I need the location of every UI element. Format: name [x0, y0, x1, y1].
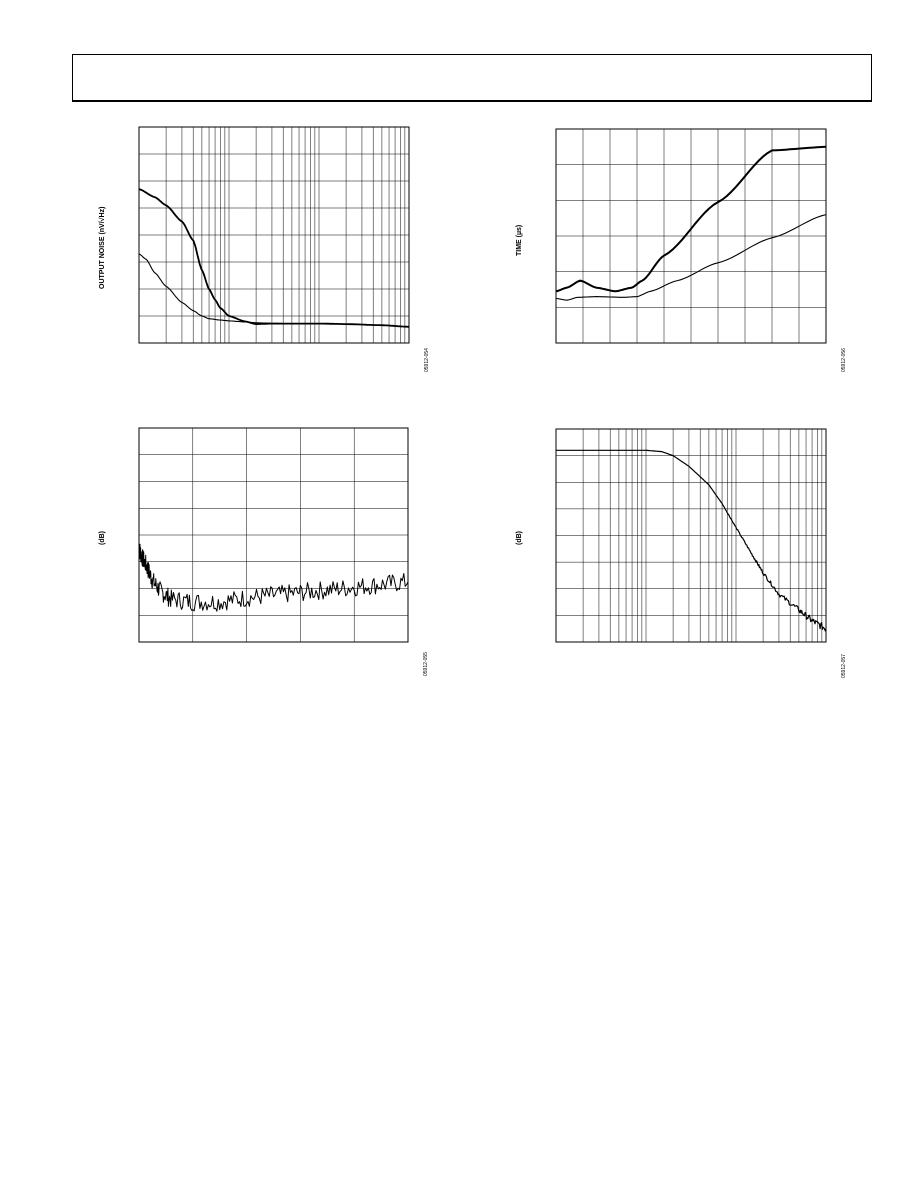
chart-2-y-axis-label: TIME (µs)	[516, 224, 523, 256]
chart-1-figure-code: 05912-054	[424, 348, 430, 372]
series-line-1	[138, 188, 410, 328]
chart-1-y-axis-label: OUTPUT NOISE (nV/√Hz)	[99, 206, 106, 289]
chart-2-figure-code: 05912-056	[841, 348, 847, 372]
plot-frame	[555, 128, 827, 344]
page-header-box	[72, 54, 872, 102]
plot-frame	[138, 126, 410, 344]
chart-4-plot	[555, 428, 827, 643]
chart-1-plot	[138, 126, 410, 344]
chart-3-y-axis-label: (dB)	[99, 531, 106, 545]
chart-4-y-axis-label: (dB)	[516, 531, 523, 545]
series-line-1	[556, 449, 827, 632]
chart-time	[555, 128, 827, 344]
chart-3-plot	[138, 427, 409, 643]
series-line-2	[138, 253, 410, 328]
series-line-2	[555, 214, 827, 301]
chart-4-figure-code: 05912-057	[841, 654, 847, 678]
chart-2-area	[555, 128, 827, 344]
plot-frame	[138, 427, 409, 643]
plot-frame	[555, 428, 827, 643]
chart-db-linear	[138, 427, 409, 643]
series-line-1	[138, 543, 409, 612]
chart-3-area	[138, 427, 409, 643]
chart-db-log	[555, 428, 827, 643]
chart-4-area	[555, 428, 827, 643]
chart-2-plot	[555, 128, 827, 344]
chart-1-area	[138, 126, 410, 344]
chart-output-noise	[138, 126, 410, 344]
chart-3-figure-code: 05912-055	[423, 652, 429, 676]
series-line-1	[555, 145, 827, 293]
